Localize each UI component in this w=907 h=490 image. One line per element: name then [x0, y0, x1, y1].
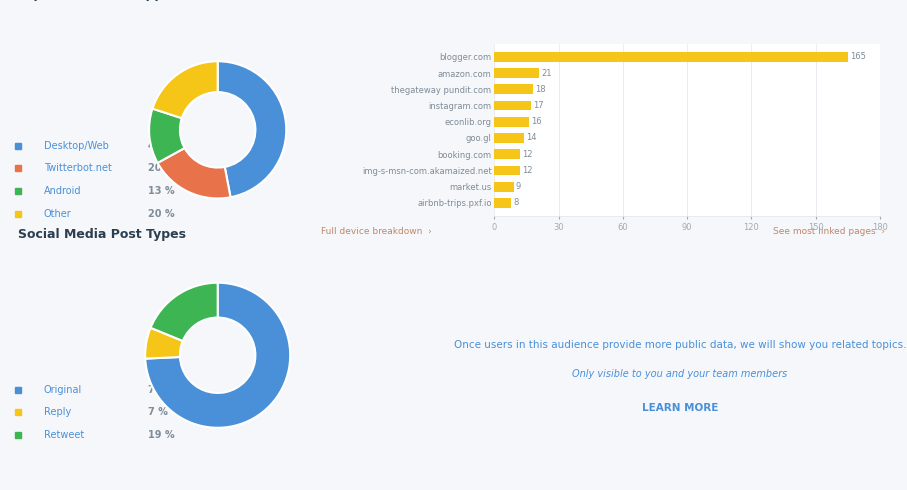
- Wedge shape: [145, 328, 183, 359]
- Text: Other: Other: [44, 209, 72, 219]
- Text: 75 %: 75 %: [149, 385, 175, 395]
- Wedge shape: [151, 283, 218, 341]
- Text: 12: 12: [522, 150, 532, 159]
- Wedge shape: [218, 61, 287, 197]
- Text: See most linked pages  ›: See most linked pages ›: [773, 227, 885, 236]
- Text: Once users in this audience provide more public data, we will show you related t: Once users in this audience provide more…: [454, 340, 906, 350]
- Text: 9: 9: [516, 182, 521, 191]
- Text: Original: Original: [44, 385, 83, 395]
- Text: Most Linked Websites: Most Linked Websites: [471, 0, 624, 1]
- Text: 13 %: 13 %: [149, 186, 175, 196]
- Text: 16: 16: [531, 117, 541, 126]
- Text: 165: 165: [850, 52, 865, 61]
- Text: 12: 12: [522, 166, 532, 175]
- Bar: [494, 100, 531, 110]
- Bar: [494, 198, 512, 208]
- Text: 19 %: 19 %: [149, 430, 175, 440]
- Wedge shape: [152, 61, 218, 118]
- Text: 20 %: 20 %: [149, 209, 175, 219]
- Bar: [494, 52, 848, 62]
- Bar: [494, 84, 533, 94]
- Bar: [494, 68, 540, 78]
- Text: LEARN MORE: LEARN MORE: [642, 403, 718, 413]
- Text: 18: 18: [535, 85, 546, 94]
- Text: 8: 8: [513, 198, 519, 207]
- Text: Social Media Post Types: Social Media Post Types: [18, 228, 186, 241]
- Text: Desktop/Web: Desktop/Web: [44, 141, 109, 151]
- Text: 7 %: 7 %: [149, 407, 169, 417]
- Bar: [494, 133, 524, 143]
- Text: Only visible to you and your team members: Only visible to you and your team member…: [572, 369, 787, 379]
- Text: Twitterbot.net: Twitterbot.net: [44, 163, 112, 173]
- Text: Top Devices and Apps: Top Devices and Apps: [18, 0, 171, 1]
- Text: 20 %: 20 %: [149, 163, 175, 173]
- Bar: [494, 166, 520, 175]
- Bar: [494, 149, 520, 159]
- Text: 17: 17: [533, 101, 543, 110]
- Bar: [494, 117, 529, 126]
- Bar: [494, 182, 513, 192]
- Text: 47 %: 47 %: [149, 141, 175, 151]
- Wedge shape: [145, 283, 290, 428]
- Text: 14: 14: [526, 133, 537, 143]
- Text: Android: Android: [44, 186, 82, 196]
- Wedge shape: [158, 148, 230, 198]
- Text: Full device breakdown  ›: Full device breakdown ›: [321, 227, 432, 236]
- Text: Reply: Reply: [44, 407, 71, 417]
- Wedge shape: [149, 109, 185, 163]
- Text: 21: 21: [541, 69, 552, 77]
- Text: Retweet: Retweet: [44, 430, 84, 440]
